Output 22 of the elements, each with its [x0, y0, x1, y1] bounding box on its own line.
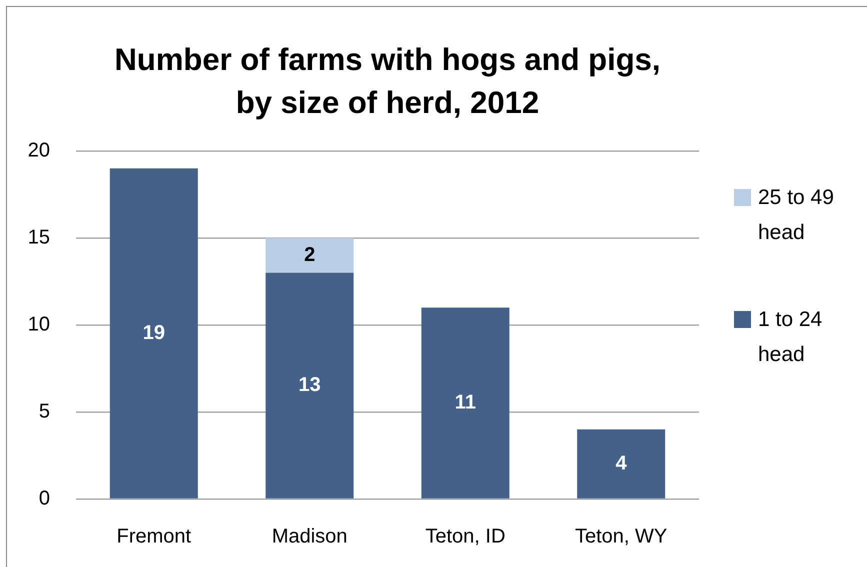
bar [577, 429, 666, 498]
y-tick-label: 0 [38, 488, 50, 510]
y-tick-label: 10 [28, 314, 50, 336]
data-label: 4 [616, 452, 628, 474]
bar [110, 168, 198, 498]
data-label: 11 [454, 391, 476, 414]
data-label: 2 [304, 244, 316, 266]
y-tick-label: 15 [28, 226, 50, 249]
y-tick-label: 5 [38, 400, 50, 423]
x-tick-label: Fremont [116, 526, 192, 548]
y-tick-label: 20 [28, 140, 50, 162]
legend-label: 25 to 49 head [758, 185, 835, 246]
x-tick-label: Madison [272, 526, 348, 548]
data-label: 19 [142, 322, 165, 344]
legend-label: 1 to 24 head [758, 307, 824, 368]
chart-title: Number of farms with hogs and pigs, by size of herd, 2012 [114, 41, 662, 122]
data-label: 13 [298, 374, 321, 396]
x-tick-label: Teton, ID [425, 526, 506, 548]
bar [266, 272, 354, 498]
x-tick-label: Teton, WY [574, 526, 668, 548]
bar [421, 308, 510, 498]
bar [266, 238, 354, 273]
